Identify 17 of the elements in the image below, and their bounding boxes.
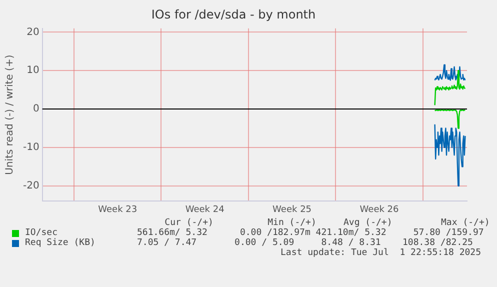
text: Cur (-/+) Min (-/+) Avg (-/+) Max (-/+) [164, 218, 491, 228]
y-tick-label: 0 [32, 104, 40, 115]
y-tick-label: 20 [26, 26, 40, 38]
y-tick-label: 10 [26, 65, 40, 76]
y-tick-label: -10 [22, 142, 40, 154]
x-tick-label: Week 24 [185, 204, 225, 215]
text: 7.05 / 7.47 0.00 / 5.09 8.48 / 8.31 108.38 /82.25 [137, 238, 473, 248]
text: Last update: Tue Jul 1 22:55:18 2025 [280, 248, 482, 258]
x-tick-label: Week 25 [272, 204, 312, 215]
chart-title: IOs for /dev/sda - by month [151, 7, 316, 22]
x-tick-label: Week 23 [98, 204, 138, 215]
y-axis-title: Units read (-) / write (+) [4, 54, 16, 175]
text: 561.66m/ 5.32 0.00 /182.97m 421.10m/ 5.32 57.80 /159.97 [137, 228, 484, 238]
legend-label: IO/sec [25, 228, 59, 238]
x-tick-label: Week 26 [360, 204, 400, 215]
legend-label: Req Size (KB) [25, 238, 96, 248]
y-tick-label: -20 [22, 180, 40, 192]
